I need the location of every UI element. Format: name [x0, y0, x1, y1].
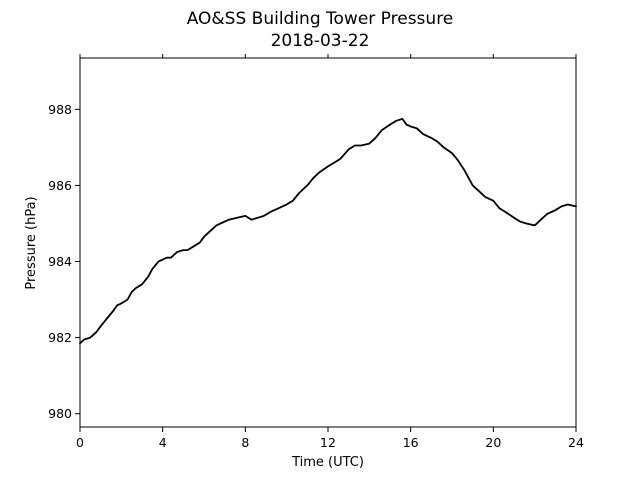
- axis-ticks: 0 4 8 12 16 20 24 980 982 984 986 988: [48, 54, 584, 450]
- x-axis-label: Time (UTC): [291, 455, 364, 470]
- chart-subtitle: 2018-03-22: [271, 31, 370, 51]
- y-tick-label: 984: [48, 254, 72, 269]
- chart-title: AO&SS Building Tower Pressure: [187, 9, 454, 29]
- plot-frame: [79, 57, 577, 428]
- plot-area: [79, 118, 577, 345]
- y-axis-label: Pressure (hPa): [24, 196, 39, 289]
- y-tick-label: 982: [48, 330, 72, 345]
- x-tick-label: 0: [76, 435, 84, 450]
- pressure-series-line: [79, 118, 577, 345]
- x-tick-label: 4: [159, 435, 167, 450]
- x-tick-label: 12: [320, 435, 336, 450]
- y-tick-label: 988: [48, 102, 72, 117]
- y-tick-label: 986: [48, 178, 72, 193]
- y-tick-label: 980: [48, 406, 72, 421]
- x-tick-label: 8: [241, 435, 249, 450]
- x-tick-label: 20: [485, 435, 501, 450]
- x-tick-label: 24: [568, 435, 584, 450]
- x-tick-label: 16: [403, 435, 419, 450]
